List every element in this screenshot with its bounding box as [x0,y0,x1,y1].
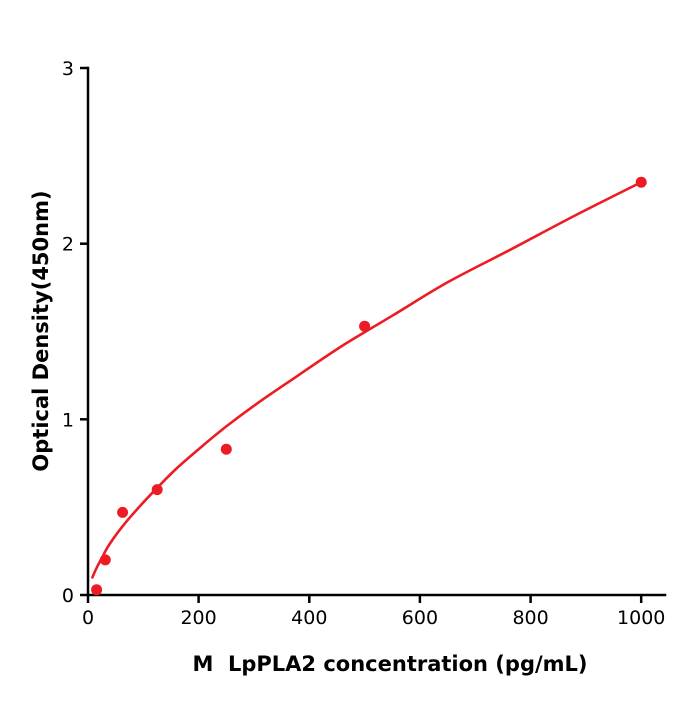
y-axis-title: Optical Density(450nm) [29,190,53,471]
data-point [635,176,647,188]
data-point [91,584,103,596]
x-tick-label: 400 [291,607,327,629]
x-axis-title: M LpPLA2 concentration (pg/mL) [192,652,587,676]
data-point [220,443,232,455]
plot-area: 0 200 400 600 800 1000 0 1 2 3 [62,58,667,629]
data-point [359,320,371,332]
x-tick-label: 200 [180,607,216,629]
x-tick-label: 0 [82,607,94,629]
y-tick-label: 2 [62,234,74,256]
y-tick-label: 1 [62,409,74,431]
y-tick-label: 0 [62,585,74,607]
x-tick-label: 1000 [617,607,665,629]
data-point [117,506,129,518]
y-tick-label: 3 [62,58,74,80]
data-point [99,554,111,566]
x-tick-label: 800 [512,607,548,629]
fit-curve [91,180,643,579]
x-tick-label: 600 [402,607,438,629]
data-point [151,484,163,496]
